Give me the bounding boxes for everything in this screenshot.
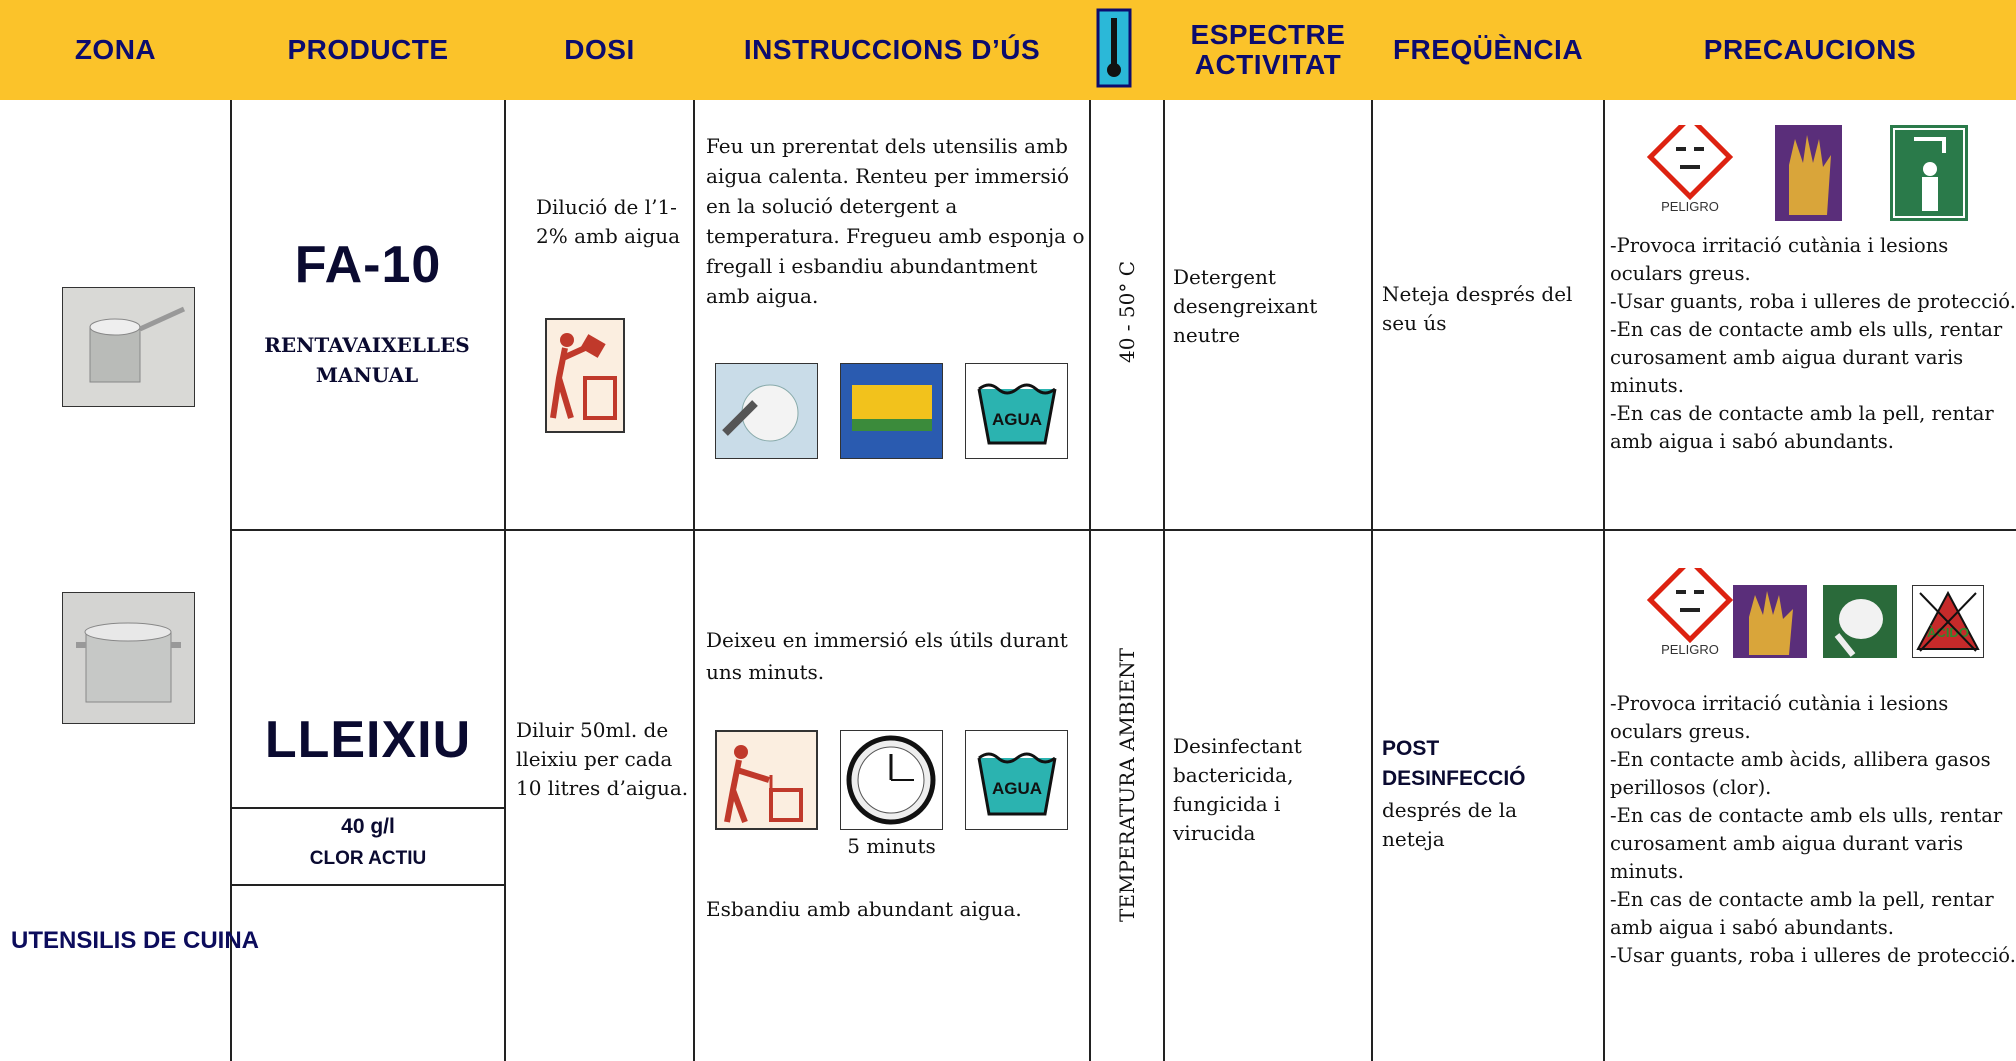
- spectrum: Detergent desengreixant neutre: [1173, 265, 1318, 347]
- icon-label: AGUA: [992, 779, 1042, 798]
- product-name: LLEIXIU: [264, 711, 472, 769]
- row-rule: [230, 807, 505, 809]
- dose: Dilució de l’1-2% amb aigua: [536, 195, 681, 248]
- precaution: -Provoca irritació cutània i lesions ocu…: [1610, 692, 1949, 743]
- gloves-icon: [1775, 125, 1842, 221]
- frequency-title: POST DESINFECCIÓ: [1382, 737, 1526, 790]
- instructions: Esbandiu amb abundant aigua.: [706, 897, 1022, 921]
- precaution: -En cas de contacte amb els ulls, rentar…: [1610, 318, 2003, 397]
- thermometer-icon: [1096, 8, 1132, 88]
- header-cell: DOSI: [564, 34, 635, 65]
- header-cell: INSTRUCCIONS D’ÚS: [743, 34, 1041, 65]
- water-icon: AGUA: [965, 730, 1068, 830]
- column-rule: [1371, 100, 1373, 1061]
- time-label: 5 minuts: [847, 834, 936, 858]
- gloves-icon: [1733, 585, 1807, 658]
- precautions: -Provoca irritació cutània i lesions ocu…: [1610, 690, 2016, 970]
- immersion-icon: [715, 730, 818, 830]
- header-cell: ESPECTRE ACTIVITAT: [1190, 19, 1346, 80]
- icon-label: ÀCIDO: [1927, 625, 1969, 640]
- header-bar: [0, 0, 2016, 100]
- column-rule: [1163, 100, 1165, 1061]
- precaution: -En contacte amb àcids, allibera gasos p…: [1610, 748, 1991, 799]
- concentration-label: CLOR ACTIU: [309, 848, 427, 869]
- row-rule: [230, 884, 505, 886]
- stockpot-photo: [62, 592, 195, 724]
- column-rule: [1603, 100, 1605, 1061]
- acid-icon: ÀCIDO: [1912, 585, 1984, 658]
- precaution: -En cas de contacte amb la pell, rentar …: [1610, 402, 1994, 453]
- header-cell: PRECAUCIONS: [1703, 34, 1917, 65]
- product-detail: RENTAVAIXELLES MANUAL: [264, 333, 470, 387]
- icon-label: PELIGRO: [1661, 199, 1719, 214]
- precautions: -Provoca irritació cutània i lesions ocu…: [1610, 232, 2016, 456]
- sponge-photo: [840, 363, 943, 459]
- row-rule: [230, 529, 2016, 531]
- precaution: -En cas de contacte amb la pell, rentar …: [1610, 888, 1994, 939]
- saucepan-photo: [62, 287, 195, 407]
- precaution: -En cas de contacte amb els ulls, rentar…: [1610, 804, 2003, 883]
- instructions: Feu un prerentat dels utensilis amb aigu…: [706, 134, 1085, 308]
- column-rule: [504, 100, 506, 1061]
- column-rule: [230, 100, 232, 1061]
- column-rule: [1089, 100, 1091, 1061]
- dose: Diluir 50ml. de lleixiu per cada 10 litr…: [516, 718, 689, 800]
- product-name: FA-10: [294, 236, 442, 294]
- precaution: -Provoca irritació cutània i lesions ocu…: [1610, 234, 1949, 285]
- concentration: 40 g/l: [341, 815, 395, 838]
- precaution: -Usar guants, roba i ulleres de protecci…: [1610, 944, 2016, 967]
- mask-icon: [1823, 585, 1897, 658]
- washing-photo: [715, 363, 818, 459]
- icon-label: PELIGRO: [1661, 642, 1719, 657]
- frequency: Neteja després del seu ús: [1382, 282, 1573, 335]
- precaution: -Usar guants, roba i ulleres de protecci…: [1610, 290, 2016, 313]
- header-cell: FREQÜÈNCIA: [1392, 34, 1584, 65]
- temperature: 40 - 50° C: [1115, 260, 1139, 364]
- corrosive-pictogram: PELIGRO: [1646, 125, 1734, 214]
- temperature: TEMPERATURA AMBIENT: [1115, 648, 1139, 922]
- header-cell: PRODUCTE: [287, 34, 449, 65]
- header-cell: ZONA: [74, 34, 157, 65]
- clock-icon: [840, 730, 943, 830]
- water-icon: AGUA: [965, 363, 1068, 459]
- frequency: després de la neteja: [1382, 798, 1518, 851]
- zone-label: UTENSILIS DE CUINA: [10, 927, 259, 954]
- spectrum: Desinfectant bactericida, fungicida i vi…: [1173, 734, 1302, 845]
- corrosive-pictogram: PELIGRO: [1646, 568, 1734, 657]
- dosing-icon: [545, 318, 625, 433]
- column-rule: [693, 100, 695, 1061]
- icon-label: AGUA: [992, 410, 1042, 429]
- shower-icon: [1890, 125, 1968, 221]
- instructions: Deixeu en immersió els útils durant uns …: [706, 628, 1068, 684]
